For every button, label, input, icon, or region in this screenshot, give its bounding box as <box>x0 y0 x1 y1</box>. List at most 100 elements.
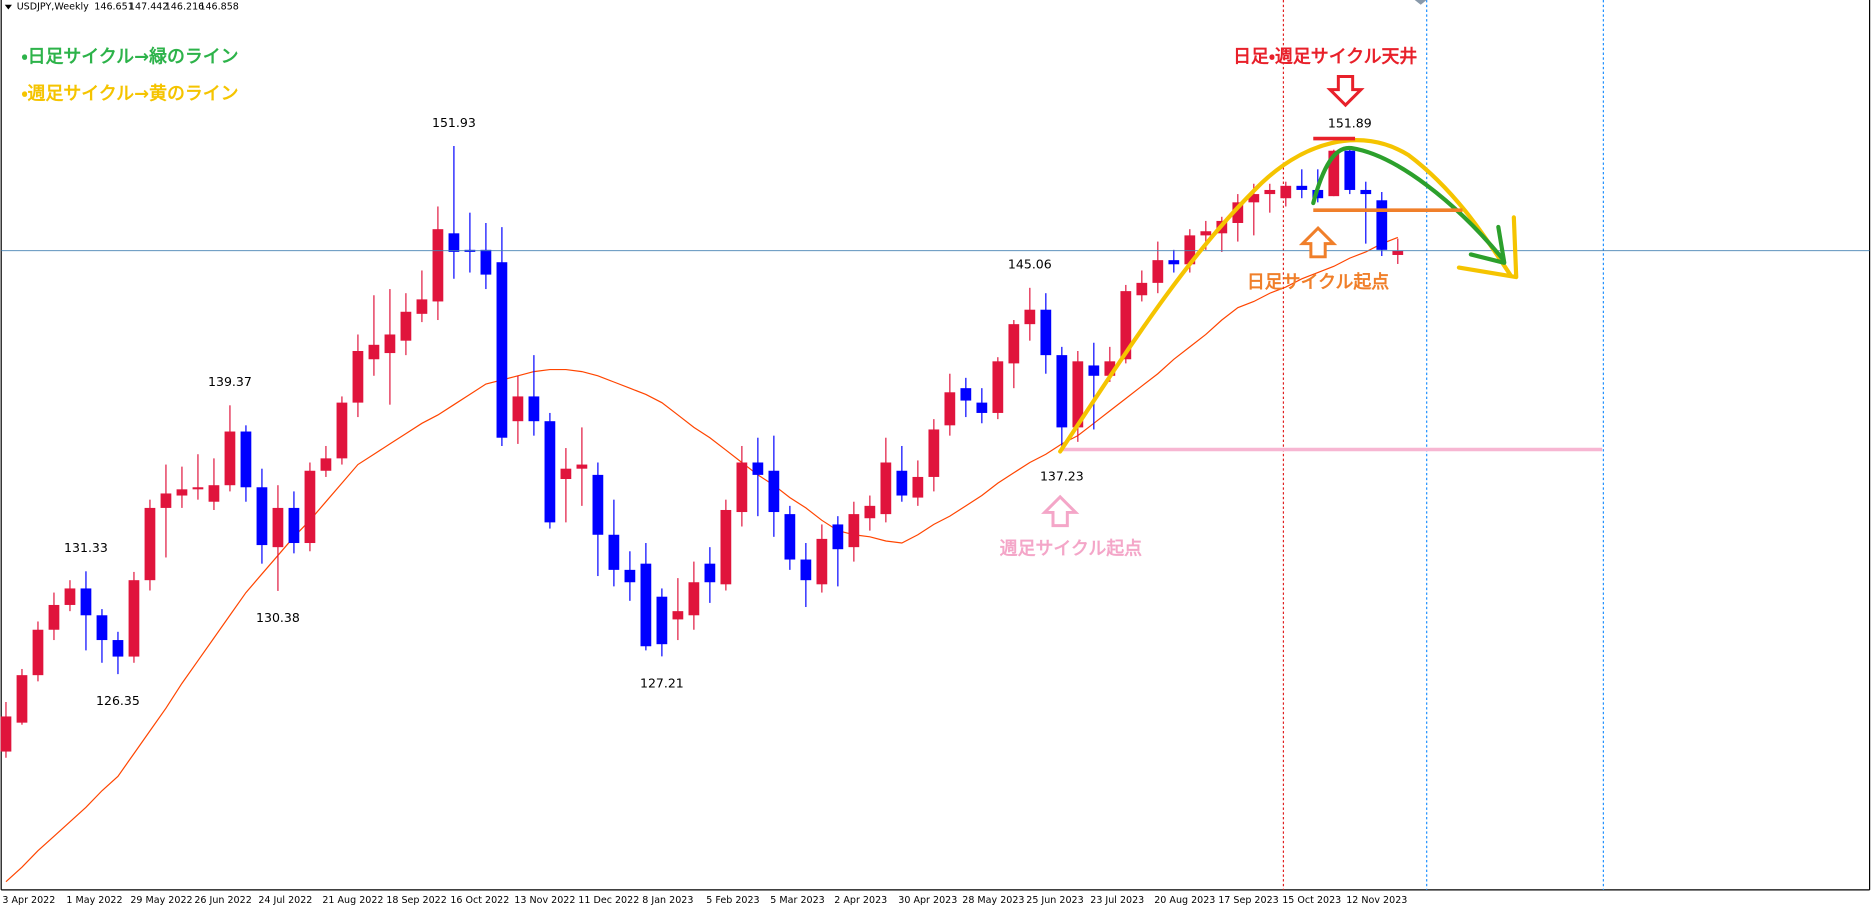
candle-body <box>1328 150 1340 197</box>
candle-body <box>1232 202 1244 223</box>
candle-body <box>1376 200 1388 250</box>
header-high: 147.442 <box>129 2 168 13</box>
candle-body <box>336 402 348 459</box>
candle-body <box>1024 309 1036 325</box>
candle-body <box>208 485 220 502</box>
x-tick-label: 11 Dec 2022 <box>578 895 639 906</box>
candle-body <box>224 431 236 486</box>
x-tick-label: 13 Nov 2022 <box>514 895 575 906</box>
candle-body <box>416 299 428 314</box>
x-tick-label: 1 May 2022 <box>66 895 122 906</box>
candle-body <box>352 351 364 403</box>
candle-body <box>1168 260 1180 265</box>
candle-body <box>576 464 588 469</box>
plot-area: 3 Apr 2022 1 May 2022 29 May 2022 26 Jun 20… <box>0 115 1870 906</box>
x-tick-label: 15 Oct 2023 <box>1282 895 1341 906</box>
candle-body <box>592 474 604 535</box>
high-label: 131.33 <box>64 540 108 555</box>
candle-body <box>736 462 748 513</box>
candle-body <box>192 487 204 490</box>
candle-body <box>1056 355 1068 428</box>
high-label: 145.06 <box>1008 257 1052 272</box>
candle-body <box>1280 185 1292 199</box>
x-tick-label: 24 Jul 2022 <box>258 895 312 906</box>
candle-body <box>976 402 988 413</box>
candle-body <box>816 538 828 585</box>
candle-body <box>688 582 700 616</box>
candle-body <box>1136 282 1148 296</box>
daily-start-note: 日足サイクル起点 <box>1247 271 1389 293</box>
candle-body <box>432 229 444 302</box>
moving-average <box>5 236 1399 883</box>
candle-body <box>528 396 540 422</box>
x-tick-label: 20 Aug 2023 <box>1154 895 1215 906</box>
candle-body <box>144 507 156 581</box>
low-label: 126.35 <box>96 693 140 708</box>
candle-body <box>400 311 412 341</box>
candle-body <box>80 588 92 616</box>
candle-body <box>1360 189 1372 195</box>
low-label: 137.23 <box>1040 468 1084 483</box>
candle-body <box>1152 260 1164 283</box>
top-note: 日足・週足サイクル天井 <box>1233 45 1417 67</box>
candle-body <box>672 611 684 620</box>
candle-body <box>992 361 1004 413</box>
candle-body <box>864 505 876 519</box>
x-tick-label: 12 Nov 2023 <box>1346 895 1407 906</box>
candle-body <box>960 388 972 401</box>
x-tick-label: 16 Oct 2022 <box>450 895 509 906</box>
daily-cycle-arrowhead <box>1468 224 1507 265</box>
candle-body <box>48 604 60 630</box>
candle-body <box>560 468 572 480</box>
candle-body <box>1040 309 1052 356</box>
candle-body <box>160 493 172 508</box>
daily-start-arrow <box>1298 226 1338 259</box>
candle-body <box>704 563 716 583</box>
candle-body <box>496 262 508 438</box>
x-tick-label: 25 Jun 2023 <box>1026 895 1083 906</box>
x-tick-label: 8 Jan 2023 <box>642 895 693 906</box>
x-tick-label: 28 May 2023 <box>962 895 1024 906</box>
candle-body <box>288 507 300 544</box>
candle-body <box>1296 185 1308 190</box>
candle-body <box>320 458 332 471</box>
weekly-cycle-curve <box>1058 138 1513 454</box>
candle-body <box>64 588 76 605</box>
candle-body <box>1200 231 1212 236</box>
candle-body <box>720 509 732 585</box>
candle-body <box>128 580 140 657</box>
candle-body <box>176 489 188 496</box>
x-tick-label: 30 Apr 2023 <box>898 895 957 906</box>
x-tick-label: 17 Sep 2023 <box>1218 895 1279 906</box>
header: USDJPY,Weekly 146.651 147.442 146.216 14… <box>4 2 239 13</box>
symbol: USDJPY,Weekly <box>17 2 89 13</box>
weekly-cycle-arrowhead <box>1456 215 1519 280</box>
candle-body <box>272 507 284 548</box>
candle-body <box>752 462 764 475</box>
candle-body <box>944 392 956 426</box>
candle-body <box>928 429 940 477</box>
candle-body <box>912 476 924 498</box>
x-tick-label: 5 Feb 2023 <box>706 895 759 906</box>
x-tick-label: 26 Jun 2022 <box>194 895 251 906</box>
low-label: 127.21 <box>640 675 684 690</box>
x-tick-label: 5 Mar 2023 <box>770 895 824 906</box>
high-label: 151.89 <box>1328 116 1372 131</box>
candle-body <box>656 596 668 645</box>
high-label: 151.93 <box>432 115 476 130</box>
candle-body <box>1008 324 1020 364</box>
candle-body <box>1248 194 1260 203</box>
shift-marker <box>1414 0 1427 5</box>
candle-body <box>384 334 396 354</box>
candle-body <box>16 675 28 723</box>
high-label: 139.37 <box>208 374 252 389</box>
x-tick-label: 29 May 2022 <box>130 895 192 906</box>
candle-body <box>1104 361 1116 376</box>
candle-body <box>1344 150 1356 190</box>
candle-body <box>1392 250 1404 255</box>
low-label: 130.38 <box>256 610 300 625</box>
x-tick-label: 21 Aug 2022 <box>322 895 383 906</box>
candle-body <box>1088 365 1100 376</box>
candle-body <box>608 534 620 570</box>
